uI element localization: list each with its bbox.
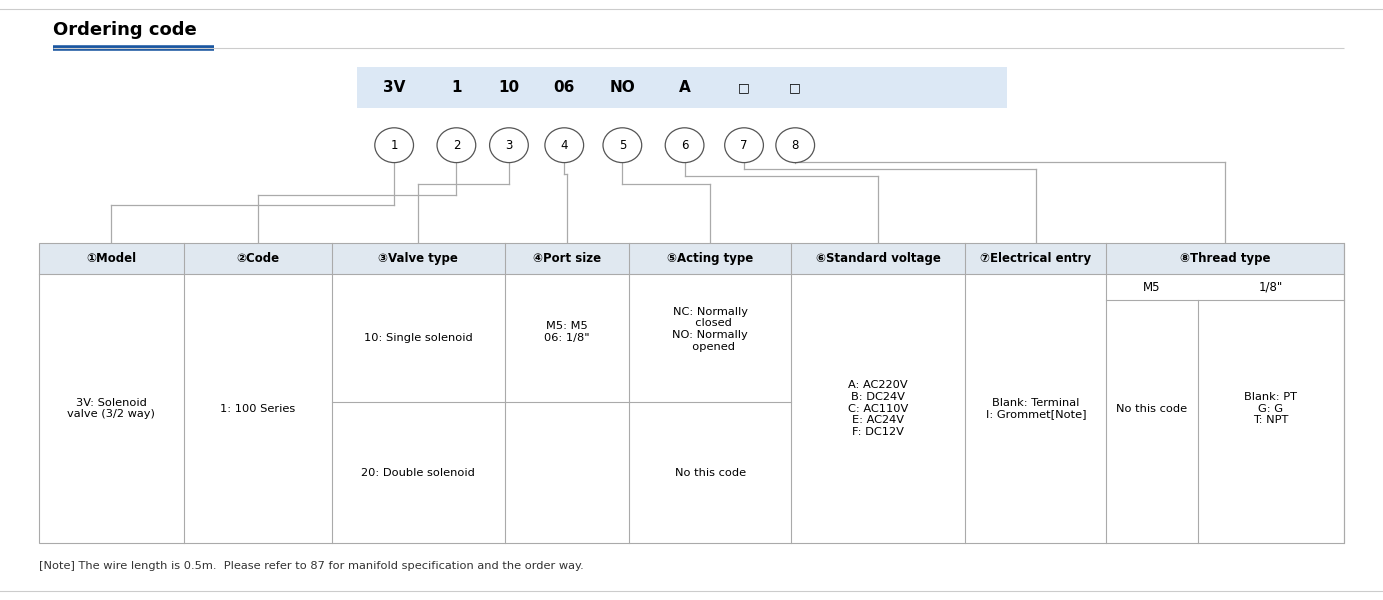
- Text: 7: 7: [740, 139, 748, 152]
- Text: [Note] The wire length is 0.5m.  Please refer to 87 for manifold specification a: [Note] The wire length is 0.5m. Please r…: [39, 561, 584, 571]
- Text: ②Code: ②Code: [236, 252, 279, 265]
- Bar: [39, 243, 1344, 543]
- Ellipse shape: [490, 128, 528, 163]
- Ellipse shape: [437, 128, 476, 163]
- Text: A: A: [679, 80, 690, 95]
- Text: ⑧Thread type: ⑧Thread type: [1180, 252, 1271, 265]
- Text: NO: NO: [610, 80, 635, 95]
- Text: M5: M5
06: 1/8": M5: M5 06: 1/8": [545, 322, 589, 343]
- Text: 20: Double solenoid: 20: Double solenoid: [361, 467, 476, 478]
- Text: Blank: PT
G: G
T: NPT: Blank: PT G: G T: NPT: [1245, 392, 1297, 425]
- Ellipse shape: [665, 128, 704, 163]
- Text: A: AC220V
B: DC24V
C: AC110V
E: AC24V
F: DC12V: A: AC220V B: DC24V C: AC110V E: AC24V F:…: [848, 380, 909, 437]
- Text: 1: 1: [390, 139, 398, 152]
- Text: 1/8": 1/8": [1259, 281, 1283, 293]
- Text: 3V: Solenoid
valve (3/2 way): 3V: Solenoid valve (3/2 way): [68, 398, 155, 419]
- Text: 4: 4: [560, 139, 568, 152]
- Text: No this code: No this code: [1116, 404, 1188, 413]
- Text: M5: M5: [1144, 281, 1160, 293]
- Text: 5: 5: [618, 139, 626, 152]
- Text: 2: 2: [452, 139, 461, 152]
- Text: 10: 10: [498, 80, 520, 95]
- Ellipse shape: [545, 128, 584, 163]
- Text: Ordering code: Ordering code: [53, 21, 196, 39]
- Text: 1: 100 Series: 1: 100 Series: [220, 404, 296, 413]
- Text: 8: 8: [791, 139, 799, 152]
- FancyBboxPatch shape: [39, 243, 1344, 274]
- Text: 06: 06: [553, 80, 575, 95]
- Text: 3V: 3V: [383, 80, 405, 95]
- Ellipse shape: [603, 128, 642, 163]
- Text: ⑦Electrical entry: ⑦Electrical entry: [981, 252, 1091, 265]
- Text: □: □: [790, 81, 801, 94]
- Text: ⑤Acting type: ⑤Acting type: [667, 252, 754, 265]
- Text: □: □: [739, 81, 750, 94]
- Text: 1: 1: [451, 80, 462, 95]
- Ellipse shape: [375, 128, 414, 163]
- Text: 6: 6: [680, 139, 689, 152]
- Text: ④Port size: ④Port size: [532, 252, 602, 265]
- Text: ③Valve type: ③Valve type: [379, 252, 458, 265]
- Text: ①Model: ①Model: [86, 252, 137, 265]
- Text: Blank: Terminal
I: Grommet[Note]: Blank: Terminal I: Grommet[Note]: [986, 398, 1086, 419]
- Ellipse shape: [725, 128, 763, 163]
- Text: 3: 3: [505, 139, 513, 152]
- Text: ⑥Standard voltage: ⑥Standard voltage: [816, 252, 940, 265]
- Ellipse shape: [776, 128, 815, 163]
- Text: NC: Normally
  closed
NO: Normally
  opened: NC: Normally closed NO: Normally opened: [672, 307, 748, 352]
- FancyBboxPatch shape: [357, 67, 1007, 108]
- Text: No this code: No this code: [675, 467, 745, 478]
- Text: 10: Single solenoid: 10: Single solenoid: [364, 333, 473, 343]
